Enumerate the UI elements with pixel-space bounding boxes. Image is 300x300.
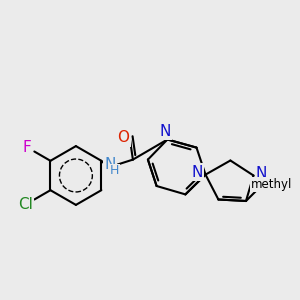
Text: N: N bbox=[104, 157, 116, 172]
Text: methyl: methyl bbox=[250, 178, 292, 191]
Text: N: N bbox=[256, 166, 267, 181]
Text: H: H bbox=[110, 164, 119, 178]
Text: O: O bbox=[118, 130, 130, 146]
Text: Cl: Cl bbox=[18, 197, 33, 212]
Text: N: N bbox=[192, 165, 203, 180]
Text: F: F bbox=[23, 140, 32, 155]
Text: N: N bbox=[159, 124, 170, 139]
